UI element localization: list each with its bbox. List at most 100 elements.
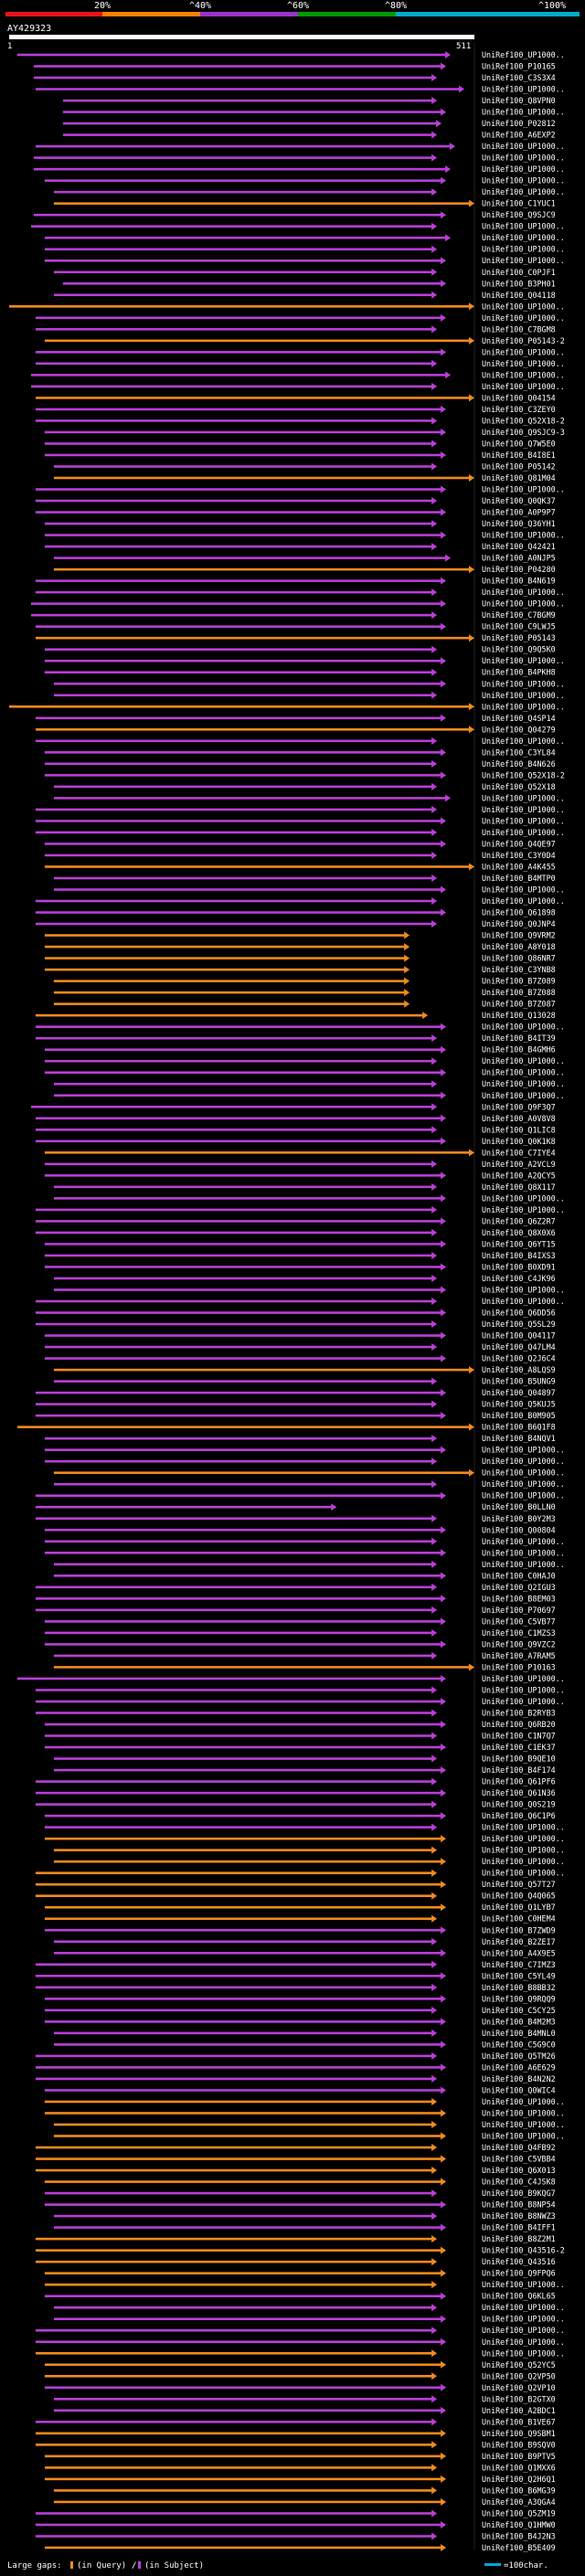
hit-bar (35, 2168, 433, 2172)
hit-row: UniRef100_Q9SJC9 (33, 210, 556, 219)
hit-arrow (441, 2269, 447, 2277)
hit-bar (44, 1174, 442, 1177)
hit-row: UniRef100_Q5SL29 (35, 1320, 556, 1329)
hit-row: UniRef100_UP1000.. (35, 896, 565, 906)
hit-bar (53, 2214, 433, 2218)
hit-row: UniRef100_Q36YH1 (44, 519, 556, 528)
hit-arrow (441, 2223, 447, 2231)
hit-label: UniRef100_C3YL84 (482, 747, 556, 757)
hit-label: UniRef100_C3S3X4 (482, 73, 556, 82)
hit-label: UniRef100_UP1000.. (482, 599, 565, 609)
hit-bar (35, 1712, 433, 1714)
hit-row: UniRef100_B4IXS3 (44, 1251, 556, 1260)
hit-bar (53, 293, 433, 297)
hit-arrow (431, 1126, 438, 1134)
hit-row: UniRef100_B6MG39 (53, 2486, 556, 2495)
hit-arrow (441, 1114, 447, 1122)
hit-row: UniRef100_Q6YT15 (44, 1239, 556, 1248)
hit-arrow (431, 1480, 438, 1489)
hit-label: UniRef100_B5E409 (482, 2543, 556, 2552)
hit-arrow (441, 2429, 447, 2437)
hit-label: UniRef100_UP1000.. (482, 679, 565, 688)
hit-bar (44, 2374, 433, 2378)
hit-arrow (441, 1903, 447, 1912)
hit-bar (53, 2500, 442, 2504)
hit-bar (44, 1048, 442, 1051)
hit-row: UniRef100_Q9VZC2 (44, 1639, 556, 1648)
hit-label: UniRef100_UP1000.. (482, 485, 565, 494)
hit-bar (35, 144, 452, 148)
hit-arrow (441, 1766, 447, 1775)
hit-bar (35, 1963, 433, 1966)
hit-label: UniRef100_B7Z088 (482, 988, 556, 997)
hit-arrow (441, 2360, 447, 2369)
hit-bar (44, 248, 433, 251)
legend-in-query: (in Query) (77, 2561, 126, 2571)
hit-bar (44, 1162, 433, 1166)
hit-label: UniRef100_UP1000.. (482, 1537, 565, 1546)
hit-arrow (441, 451, 447, 459)
hit-bar (30, 374, 447, 376)
hit-row: UniRef100_Q00804 (44, 1525, 556, 1534)
query-end: 511 (456, 42, 471, 51)
hit-label: UniRef100_B8NWZ3 (482, 2211, 556, 2221)
hit-row: UniRef100_B0LLN0 (35, 1502, 556, 1511)
hit-row: UniRef100_A4K455 (44, 862, 556, 871)
hit-label: UniRef100_UP1000.. (482, 1834, 565, 1843)
hit-arrow (441, 313, 447, 322)
hit-bar (35, 831, 433, 834)
hit-row: UniRef100_B4IT39 (35, 1034, 556, 1043)
hit-label: UniRef100_C7BGM9 (482, 610, 556, 620)
hit-arrow (441, 1674, 447, 1682)
hit-label: UniRef100_B4N626 (482, 759, 556, 769)
hit-arrow (441, 2109, 447, 2117)
hit-arrow (431, 325, 438, 334)
hit-arrow (441, 1617, 447, 1626)
hit-bar (53, 2031, 433, 2035)
hit-row: UniRef100_UP1000.. (30, 599, 565, 609)
hit-arrow (441, 1068, 447, 1076)
hit-label: UniRef100_B0M905 (482, 1411, 556, 1420)
hit-row: UniRef100_UP1000.. (9, 702, 565, 711)
hit-label: UniRef100_Q04279 (482, 725, 556, 734)
hit-arrow (441, 657, 447, 665)
hit-bar (53, 190, 433, 194)
hit-row: UniRef100_B4MTP0 (53, 874, 556, 883)
hit-label: UniRef100_UP1000.. (482, 85, 565, 94)
hit-arrow (431, 222, 438, 230)
hit-label: UniRef100_B9QE10 (482, 1754, 556, 1764)
hit-arrow (431, 131, 438, 139)
hit-row: UniRef100_UP1000.. (35, 1023, 565, 1032)
hit-row: UniRef100_A8LQS9 (53, 1365, 556, 1374)
hit-bar (44, 522, 433, 525)
hit-label: UniRef100_B6Q1F8 (482, 1423, 556, 1432)
hit-row: UniRef100_C3ZEY0 (35, 405, 556, 414)
hit-arrow (331, 1503, 337, 1511)
hit-arrow (431, 1937, 438, 1945)
hit-row: UniRef100_Q61N36 (35, 1788, 556, 1797)
hit-row: UniRef100_UP1000.. (35, 485, 565, 494)
hit-label: UniRef100_A6EXP2 (482, 131, 556, 140)
hit-bar (44, 648, 433, 652)
hit-arrow (431, 851, 438, 859)
hit-arrow (431, 1251, 438, 1259)
hit-row: UniRef100_P05143 (35, 633, 556, 642)
hit-label: UniRef100_Q9RQQ9 (482, 1994, 556, 2003)
hit-row: UniRef100_Q52YC5 (44, 2360, 556, 2369)
hit-bar (53, 785, 433, 789)
hit-bar (53, 1288, 442, 1291)
hit-arrow (431, 440, 438, 448)
hit-arrow (431, 2509, 438, 2518)
hit-label: UniRef100_Q6C1P6 (482, 1811, 556, 1820)
hit-label: UniRef100_Q52X18-2 (482, 416, 565, 425)
hit-label: UniRef100_B4MNL0 (482, 2029, 556, 2038)
hit-bar (35, 1791, 442, 1795)
hit-bar (35, 625, 442, 628)
identity-band-80 (298, 12, 396, 16)
hit-arrow (441, 108, 447, 116)
hit-row: UniRef100_UP1000.. (53, 679, 565, 688)
hit-arrow (431, 462, 438, 471)
hit-arrow (441, 1789, 447, 1797)
hit-bar (53, 888, 442, 891)
hit-arrow (431, 2097, 438, 2105)
